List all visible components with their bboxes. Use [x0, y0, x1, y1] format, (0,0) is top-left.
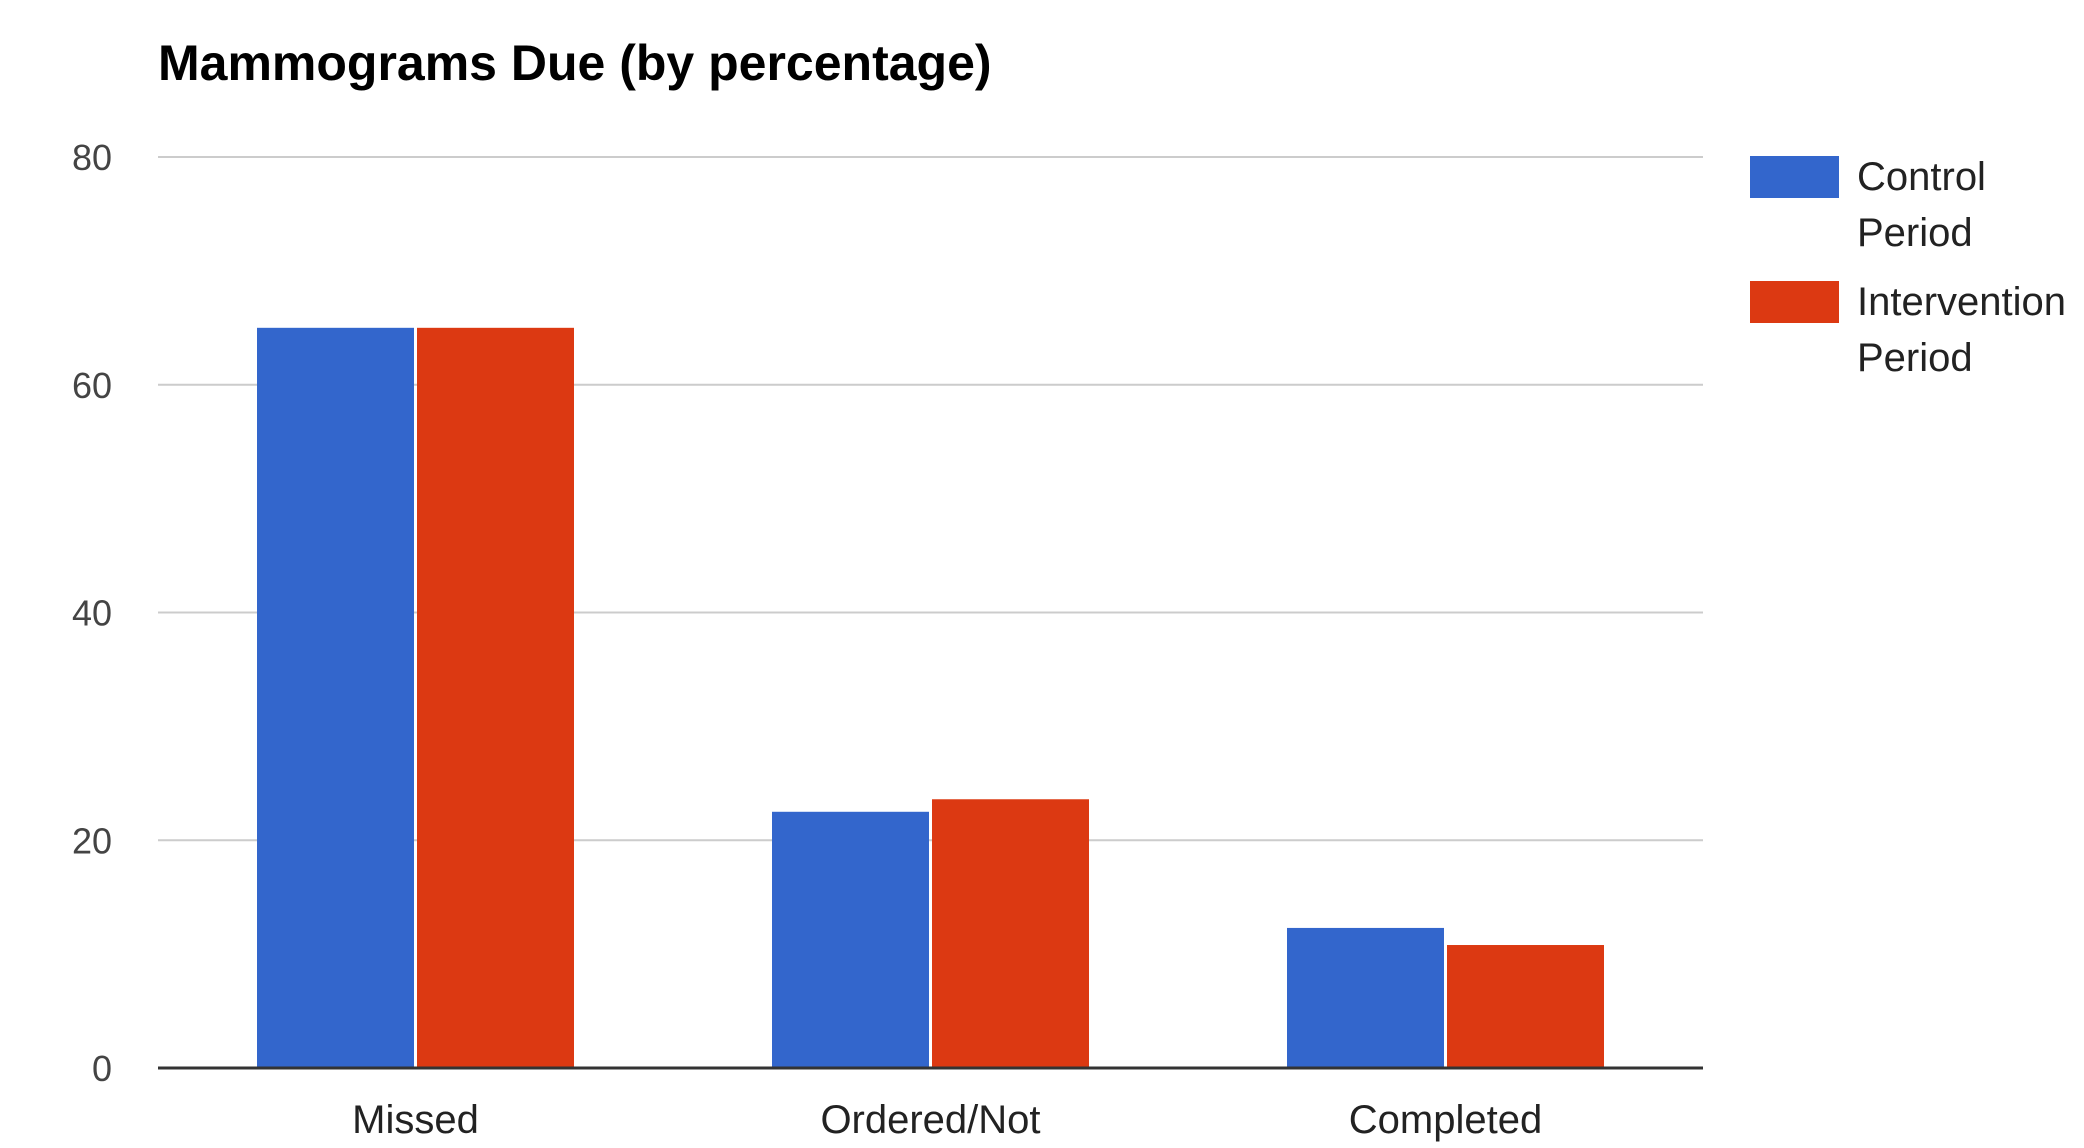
y-axis-ticks: 0 20 40 60 80 [72, 137, 112, 1089]
y-tick-label: 60 [72, 365, 112, 406]
legend-label: Intervention [1857, 280, 2066, 324]
chart-title: Mammograms Due (by percentage) [158, 35, 992, 91]
bar-control-period-ordered-not [772, 811, 929, 1068]
bar-intervention-period-completed [1447, 945, 1604, 1068]
x-axis-categories: Missed Ordered/Not Completed [352, 1098, 1542, 1142]
bar-intervention-period-ordered-not [932, 799, 1089, 1068]
legend: Control Period Intervention Period [1750, 155, 2066, 380]
legend-swatch [1750, 281, 1839, 323]
bar-intervention-period-missed [417, 327, 574, 1068]
x-category-label: Completed [1349, 1098, 1542, 1142]
legend-swatch [1750, 156, 1839, 198]
y-tick-label: 80 [72, 137, 112, 178]
x-category-label: Missed [352, 1098, 479, 1142]
legend-label: Period [1857, 211, 1973, 255]
gridlines [158, 156, 1703, 842]
legend-label: Period [1857, 336, 1973, 380]
y-tick-label: 0 [92, 1048, 112, 1089]
x-category-label: Ordered/Not [820, 1098, 1040, 1142]
bar-control-period-missed [257, 327, 414, 1068]
bar-control-period-completed [1287, 927, 1444, 1068]
y-tick-label: 20 [72, 820, 112, 861]
legend-label: Control [1857, 155, 1986, 199]
bars [257, 327, 1604, 1068]
y-tick-label: 40 [72, 593, 112, 634]
